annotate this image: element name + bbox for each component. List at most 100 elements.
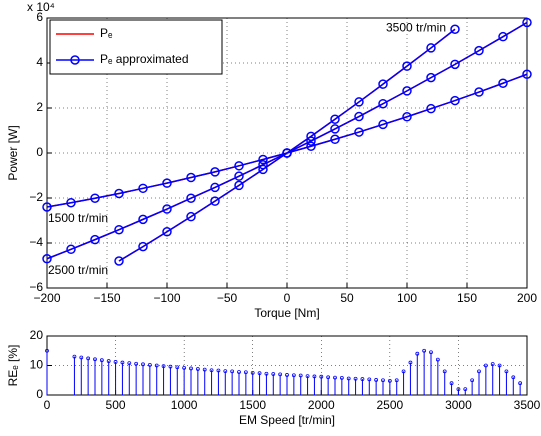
axes-box bbox=[46, 17, 528, 289]
series-marker bbox=[186, 211, 196, 222]
stem-marker bbox=[442, 369, 447, 374]
series-marker bbox=[42, 254, 52, 264]
y-tick-label: 0 bbox=[36, 387, 43, 401]
legend-label: Pₑ approximated bbox=[100, 52, 189, 66]
stem-marker bbox=[305, 374, 310, 379]
x-tick-label: 100 bbox=[397, 291, 417, 305]
stem-marker bbox=[175, 365, 180, 370]
stem-marker bbox=[298, 373, 303, 378]
series-marker bbox=[378, 98, 388, 109]
stem-marker bbox=[381, 378, 385, 383]
stem-marker bbox=[106, 359, 111, 363]
y-tick-label: 4 bbox=[36, 55, 43, 69]
series-marker bbox=[306, 141, 316, 151]
stem-marker bbox=[189, 366, 193, 371]
stem-marker bbox=[367, 377, 372, 382]
series-marker bbox=[90, 234, 100, 245]
stem-marker bbox=[127, 361, 132, 366]
series-marker bbox=[138, 183, 148, 194]
series-marker bbox=[138, 241, 148, 252]
x-tick-label: 1000 bbox=[171, 398, 198, 412]
series-marker bbox=[426, 43, 436, 53]
legend-marker bbox=[70, 55, 80, 65]
series-marker bbox=[138, 214, 148, 225]
stem-marker bbox=[429, 350, 433, 355]
stem-marker bbox=[264, 371, 269, 376]
series-marker bbox=[354, 111, 364, 122]
stem-marker bbox=[271, 372, 276, 376]
series-marker bbox=[474, 87, 484, 97]
stem-marker bbox=[374, 378, 379, 382]
stem-marker bbox=[401, 369, 406, 374]
stem-marker bbox=[154, 363, 159, 368]
stem-marker bbox=[387, 378, 392, 383]
stem-marker bbox=[490, 362, 495, 366]
x-tick-label: −200 bbox=[33, 291, 60, 305]
series-marker bbox=[114, 188, 124, 199]
stem-marker bbox=[141, 362, 145, 367]
stem-marker bbox=[394, 378, 399, 383]
stem-marker bbox=[257, 371, 262, 376]
x-axis-label: EM Speed [tr/min] bbox=[239, 413, 335, 427]
stem-marker bbox=[312, 374, 317, 379]
series-marker bbox=[450, 95, 460, 106]
series-marker bbox=[378, 119, 388, 130]
series-marker bbox=[330, 134, 340, 145]
series-marker bbox=[330, 114, 340, 124]
series-marker bbox=[186, 193, 196, 203]
stem-marker bbox=[216, 368, 221, 373]
series-marker bbox=[402, 86, 412, 96]
y-tick-label: −6 bbox=[29, 280, 43, 294]
stem-marker bbox=[86, 356, 91, 361]
stem-marker bbox=[161, 364, 166, 368]
series-marker bbox=[90, 193, 100, 203]
y-tick-label: 20 bbox=[30, 328, 44, 342]
y-tick-label: 2 bbox=[36, 100, 43, 114]
series-marker bbox=[522, 69, 532, 79]
stem-marker bbox=[333, 375, 337, 380]
stem-marker bbox=[237, 370, 241, 374]
stem-marker bbox=[497, 363, 502, 368]
y-tick-label: 10 bbox=[30, 358, 44, 372]
stem-marker bbox=[463, 387, 468, 392]
series-marker bbox=[66, 197, 76, 208]
x-tick-label: 50 bbox=[340, 291, 354, 305]
stem-marker bbox=[518, 381, 523, 386]
series-marker bbox=[522, 17, 532, 28]
stem-marker bbox=[422, 348, 427, 353]
series-marker bbox=[498, 78, 508, 88]
series-marker bbox=[210, 182, 220, 193]
stem-marker bbox=[120, 360, 125, 365]
legend-label: Pₑ bbox=[100, 26, 113, 40]
series-marker bbox=[42, 202, 52, 212]
stem-marker bbox=[470, 378, 475, 383]
y-tick-label: −4 bbox=[29, 235, 43, 249]
series-marker bbox=[258, 154, 268, 165]
series-marker bbox=[162, 227, 172, 237]
series-marker bbox=[234, 161, 244, 171]
series-marker bbox=[402, 61, 412, 71]
stem-marker bbox=[285, 373, 289, 377]
series-marker bbox=[258, 164, 268, 175]
series-marker bbox=[210, 196, 220, 206]
stem-marker bbox=[456, 387, 461, 392]
stem-marker bbox=[99, 358, 104, 363]
stem-marker bbox=[449, 381, 454, 386]
series-marker bbox=[426, 72, 436, 83]
stem-marker bbox=[195, 367, 200, 371]
series-marker bbox=[282, 148, 292, 158]
stem-marker bbox=[45, 348, 49, 353]
curve-label: 2500 tr/min bbox=[48, 263, 108, 277]
series-marker bbox=[450, 59, 460, 70]
x-tick-label: 500 bbox=[106, 398, 126, 412]
x-tick-label: 150 bbox=[457, 291, 477, 305]
series-marker bbox=[66, 244, 76, 255]
x-tick-label: 200 bbox=[517, 291, 537, 305]
series-marker bbox=[234, 171, 244, 181]
x-tick-label: 0 bbox=[284, 291, 291, 305]
series-marker bbox=[234, 180, 244, 191]
stem-marker bbox=[72, 354, 77, 359]
stem-marker bbox=[511, 375, 516, 380]
stem-marker bbox=[415, 351, 420, 356]
